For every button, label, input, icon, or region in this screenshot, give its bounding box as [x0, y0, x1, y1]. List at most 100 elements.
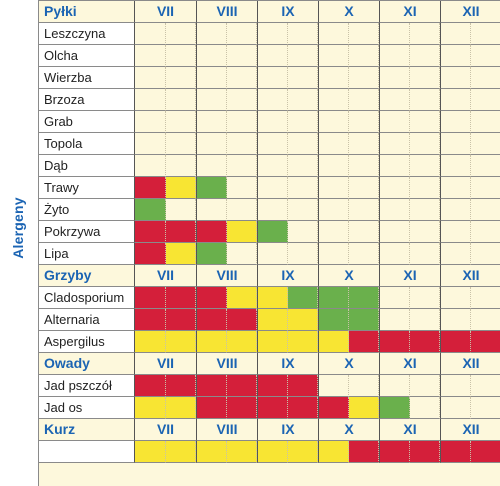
- concentration-cell: [135, 221, 166, 243]
- concentration-cell: [470, 199, 500, 221]
- month-header: XI: [379, 1, 440, 23]
- concentration-cell: [379, 67, 410, 89]
- concentration-cell: [257, 199, 288, 221]
- concentration-cell: [440, 177, 471, 199]
- concentration-cell: [318, 441, 349, 463]
- concentration-cell: [348, 243, 379, 265]
- concentration-cell: [257, 111, 288, 133]
- allergen-name: Jad os: [39, 397, 135, 419]
- concentration-cell: [165, 199, 196, 221]
- concentration-cell: [165, 309, 196, 331]
- allergen-name: Olcha: [39, 45, 135, 67]
- concentration-cell: [196, 309, 227, 331]
- section-title-0: Pyłki: [39, 1, 135, 23]
- concentration-cell: [226, 45, 257, 67]
- concentration-cell: [379, 23, 410, 45]
- concentration-cell: [379, 155, 410, 177]
- month-header: VIII: [196, 265, 257, 287]
- concentration-cell: [135, 375, 166, 397]
- concentration-cell: [135, 23, 166, 45]
- concentration-cell: [470, 177, 500, 199]
- section-title-2: Owady: [39, 353, 135, 375]
- allergen-name: Trawy: [39, 177, 135, 199]
- concentration-cell: [165, 221, 196, 243]
- concentration-cell: [409, 199, 440, 221]
- concentration-cell: [318, 177, 349, 199]
- concentration-cell: [440, 375, 471, 397]
- concentration-cell: [287, 133, 318, 155]
- concentration-cell: [165, 155, 196, 177]
- concentration-cell: [348, 155, 379, 177]
- concentration-cell: [470, 309, 500, 331]
- month-header: VII: [135, 419, 196, 441]
- concentration-cell: [287, 89, 318, 111]
- concentration-cell: [196, 287, 227, 309]
- concentration-cell: [165, 67, 196, 89]
- concentration-cell: [348, 397, 379, 419]
- concentration-cell: [287, 309, 318, 331]
- concentration-cell: [287, 221, 318, 243]
- allergen-name: Aspergilus: [39, 331, 135, 353]
- allergen-name: Lipa: [39, 243, 135, 265]
- concentration-cell: [257, 441, 288, 463]
- concentration-cell: [196, 221, 227, 243]
- concentration-cell: [135, 331, 166, 353]
- concentration-cell: [196, 23, 227, 45]
- concentration-cell: [318, 89, 349, 111]
- concentration-cell: [440, 221, 471, 243]
- month-header: VIII: [196, 1, 257, 23]
- month-header: IX: [257, 353, 318, 375]
- concentration-cell: [470, 375, 500, 397]
- side-label: Alergeny: [0, 0, 36, 486]
- concentration-cell: [318, 23, 349, 45]
- month-header: XII: [440, 419, 500, 441]
- month-header: XI: [379, 265, 440, 287]
- concentration-cell: [348, 199, 379, 221]
- allergen-name: Jad pszczół: [39, 375, 135, 397]
- concentration-cell: [318, 331, 349, 353]
- concentration-cell: [379, 287, 410, 309]
- concentration-cell: [165, 375, 196, 397]
- concentration-cell: [257, 89, 288, 111]
- concentration-cell: [409, 67, 440, 89]
- concentration-cell: [165, 111, 196, 133]
- concentration-cell: [318, 199, 349, 221]
- month-header: IX: [257, 1, 318, 23]
- concentration-cell: [318, 287, 349, 309]
- concentration-cell: [287, 177, 318, 199]
- concentration-cell: [226, 155, 257, 177]
- concentration-cell: [348, 287, 379, 309]
- concentration-cell: [348, 309, 379, 331]
- concentration-cell: [348, 441, 379, 463]
- concentration-cell: [196, 67, 227, 89]
- concentration-cell: [226, 111, 257, 133]
- allergen-name: Dąb: [39, 155, 135, 177]
- concentration-cell: [409, 177, 440, 199]
- concentration-cell: [470, 441, 500, 463]
- concentration-cell: [135, 441, 166, 463]
- concentration-cell: [257, 133, 288, 155]
- concentration-cell: [318, 375, 349, 397]
- concentration-cell: [287, 155, 318, 177]
- month-header: VIII: [196, 353, 257, 375]
- concentration-cell: [470, 243, 500, 265]
- section-title-3: Kurz: [39, 419, 135, 441]
- concentration-cell: [379, 133, 410, 155]
- concentration-cell: [257, 67, 288, 89]
- concentration-cell: [379, 331, 410, 353]
- allergen-calendar-grid: Pyłki VII VIII IX X XI XII Leszczyna Olcha Wierzb…: [38, 0, 500, 486]
- concentration-cell: [165, 23, 196, 45]
- concentration-cell: [379, 89, 410, 111]
- concentration-cell: [318, 243, 349, 265]
- concentration-cell: [196, 441, 227, 463]
- concentration-cell: [379, 45, 410, 67]
- concentration-cell: [470, 155, 500, 177]
- concentration-cell: [409, 221, 440, 243]
- concentration-cell: [470, 23, 500, 45]
- concentration-cell: [135, 243, 166, 265]
- concentration-cell: [196, 199, 227, 221]
- month-header: XI: [379, 353, 440, 375]
- concentration-cell: [135, 133, 166, 155]
- concentration-cell: [196, 397, 227, 419]
- concentration-cell: [196, 177, 227, 199]
